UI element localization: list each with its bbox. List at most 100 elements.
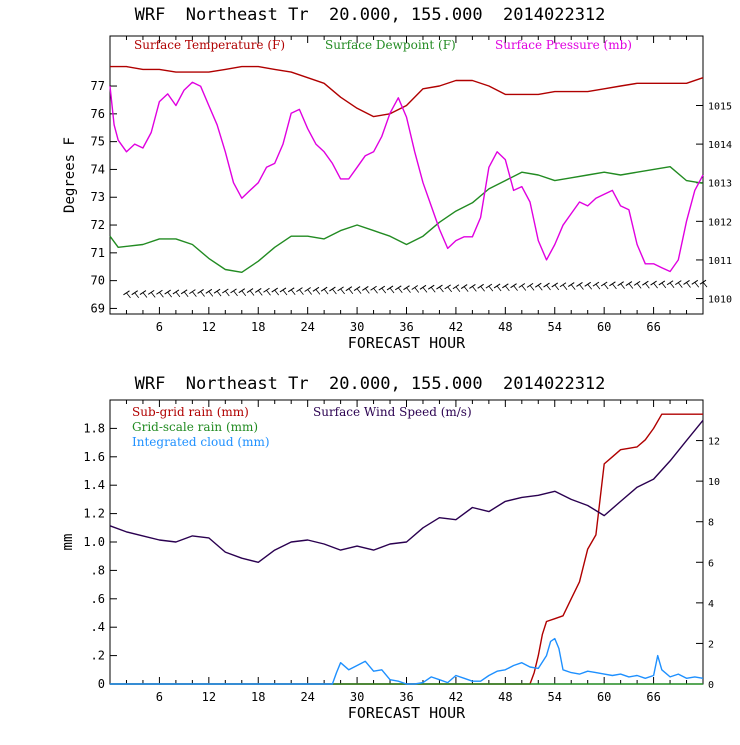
wind-speed-line <box>109 419 704 563</box>
chart-title: WRF Northeast Tr 20.000, 155.000 2014022… <box>135 374 606 394</box>
wind-barb <box>263 287 271 296</box>
wind-barb-flag <box>175 291 181 298</box>
wind-barb <box>362 285 370 294</box>
wind-barb <box>699 279 708 288</box>
wind-barb-flag <box>521 285 527 291</box>
wind-barb <box>518 283 527 291</box>
wind-barb <box>353 286 362 294</box>
wind-barb-flag <box>224 290 230 297</box>
y-tick-label: .4 <box>91 620 105 634</box>
wind-barb <box>477 283 485 292</box>
y2-tick-label: 12 <box>708 437 720 448</box>
x-tick-label: 48 <box>498 690 512 704</box>
wind-barb-flag <box>340 288 345 295</box>
wind-barb-flag <box>159 291 164 298</box>
wind-barb-flag <box>488 285 494 292</box>
x-tick-label: 6 <box>156 690 163 704</box>
wind-barb-flag <box>167 291 172 298</box>
wind-barb <box>386 285 395 294</box>
wind-barb-flag <box>183 291 189 298</box>
wind-barb-flag <box>496 285 502 292</box>
wind-barb <box>469 284 477 292</box>
y-tick-label: 73 <box>91 190 105 204</box>
wind-barb-flag <box>373 288 378 294</box>
wind-barb <box>287 287 296 296</box>
y2-tick-label: 1015 <box>708 102 732 113</box>
wind-barb-flag <box>348 288 354 294</box>
wind-barb <box>658 280 667 289</box>
wind-barb-flag <box>381 287 387 294</box>
wind-barb <box>675 280 683 288</box>
wind-barb-flag <box>430 286 436 293</box>
wind-barb <box>238 288 247 296</box>
wind-barb <box>691 279 700 288</box>
wind-barb <box>633 280 642 289</box>
y-tick-label: 1.8 <box>83 421 105 435</box>
wind-barb-flag <box>620 283 625 289</box>
y-tick-label: 70 <box>91 274 105 288</box>
wind-barb <box>279 287 288 296</box>
chart-panel-2: WRF Northeast Tr 20.000, 155.000 2014022… <box>60 374 720 722</box>
wind-barb-flag <box>200 291 205 297</box>
wind-barb <box>666 280 675 289</box>
wind-barb <box>296 287 304 295</box>
dewpoint-line <box>109 165 704 273</box>
x-tick-label: 42 <box>449 690 463 704</box>
wind-barb <box>609 281 617 290</box>
wind-barb-flag <box>537 284 543 291</box>
y2-tick-label: 4 <box>708 599 714 610</box>
y-tick-label: 1.6 <box>83 450 105 464</box>
wind-barb-flag <box>480 286 485 292</box>
y-tick-label: 75 <box>91 135 105 149</box>
wind-barb <box>510 283 518 291</box>
wind-barb <box>526 282 535 291</box>
y-tick-label: 1.4 <box>83 478 105 492</box>
integrated-cloud-line <box>110 637 704 685</box>
wind-barb-flag <box>233 290 238 297</box>
x-tick-label: 60 <box>597 320 611 334</box>
wind-barb <box>567 282 576 290</box>
wind-barb-flag <box>463 286 469 292</box>
y-tick-label: .8 <box>91 563 105 577</box>
chart-title: WRF Northeast Tr 20.000, 155.000 2014022… <box>135 5 606 25</box>
y-tick-label: 0 <box>98 677 105 691</box>
x-tick-label: 48 <box>498 320 512 334</box>
legend-integrated-cloud: Integrated cloud (mm) <box>132 435 270 449</box>
wind-barb <box>246 288 255 296</box>
wind-barb-flag <box>702 281 708 288</box>
legend-temperature: Surface Temperature (F) <box>134 38 285 52</box>
y2-tick-label: 0 <box>708 680 714 691</box>
wind-barb <box>551 282 560 291</box>
wind-barb <box>625 281 634 289</box>
wind-barb-flag <box>603 283 609 290</box>
wind-barb-flag <box>208 291 214 297</box>
wind-barb-flag <box>546 284 551 291</box>
wind-barb-flag <box>579 284 584 290</box>
wind-barb <box>650 280 658 289</box>
x-axis-label: FORECAST HOUR <box>348 704 466 722</box>
wind-barb-flag <box>142 292 148 298</box>
wind-barb-flag <box>636 283 642 289</box>
wind-barb <box>460 284 469 292</box>
y-tick-label: .6 <box>91 592 105 606</box>
wind-barb <box>304 287 312 295</box>
wind-barb <box>271 287 280 296</box>
wind-barb <box>172 289 181 298</box>
y2-tick-label: 8 <box>708 518 714 529</box>
wind-barb-flag <box>323 288 329 295</box>
wind-barb-flag <box>686 282 691 288</box>
wind-barb-flag <box>529 285 535 291</box>
wind-barb <box>559 282 568 290</box>
y2-tick-label: 1011 <box>708 256 732 267</box>
y2-tick-label: 1010 <box>708 295 732 306</box>
y2-tick-label: 1012 <box>708 217 732 228</box>
wind-barb-flag <box>315 289 321 295</box>
x-tick-label: 12 <box>202 320 216 334</box>
wind-barb <box>419 284 428 293</box>
y-axis-label: mm <box>60 534 76 551</box>
wind-barb-flag <box>513 285 518 291</box>
x-tick-label: 18 <box>251 320 265 334</box>
y-tick-label: 76 <box>91 107 105 121</box>
